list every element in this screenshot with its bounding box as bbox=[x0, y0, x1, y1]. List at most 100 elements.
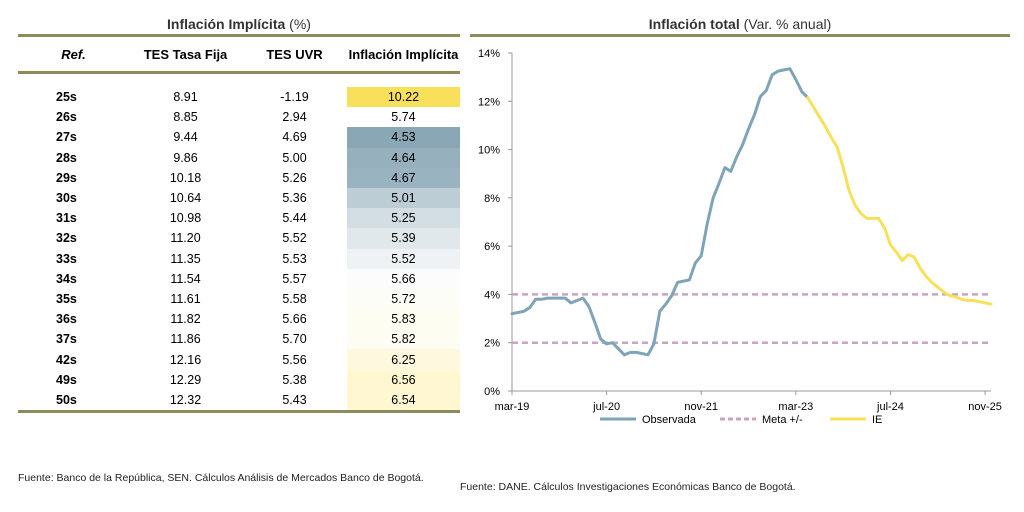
table-cell-tes-fija: 11.54 bbox=[170, 271, 201, 286]
table-row: 32s 11.20 5.52 5.39 bbox=[18, 228, 460, 249]
y-tick-label: 10% bbox=[478, 145, 500, 157]
table-cell-tes-uvr: 5.36 bbox=[282, 191, 307, 206]
table-cell-tes-uvr: 5.70 bbox=[282, 332, 307, 347]
y-tick-label: 2% bbox=[484, 338, 500, 350]
table-top-rule bbox=[18, 34, 460, 37]
table-cell-inflacion: 5.74 bbox=[346, 107, 460, 128]
table-cell-tes-uvr: 5.57 bbox=[282, 271, 307, 286]
x-tick-label: mar-23 bbox=[778, 401, 813, 413]
table-row: 26s 8.85 2.94 5.74 bbox=[18, 107, 460, 128]
legend-label: IE bbox=[872, 414, 882, 426]
table-cell-inflacion: 6.54 bbox=[346, 389, 460, 410]
table-cell-ref: 28s bbox=[56, 150, 77, 165]
inflation-line-chart: 0% 2% 4% 6% 8% 10% 12% 14% mar-19 jul-20 nov-21 mar… bbox=[478, 48, 1002, 426]
table-cell-inflacion: 5.25 bbox=[346, 208, 460, 229]
table-cell-tes-uvr: 5.44 bbox=[282, 211, 307, 226]
header-ref: Ref. bbox=[61, 46, 86, 62]
table-cell-inflacion: 5.01 bbox=[346, 187, 460, 209]
table-cell-tes-uvr: 5.56 bbox=[282, 352, 307, 367]
table-cell-tes-uvr: 2.94 bbox=[282, 110, 307, 125]
x-tick-label: nov-25 bbox=[968, 401, 1002, 413]
table-row: 31s 10.98 5.44 5.25 bbox=[18, 208, 460, 229]
table-source-note: Fuente: Banco de la República, SEN. Cálc… bbox=[18, 472, 424, 484]
table-cell-ref: 31s bbox=[56, 211, 77, 226]
header-tes-fija: TES Tasa Fija bbox=[143, 46, 228, 62]
table-row: 37s 11.86 5.70 5.82 bbox=[18, 329, 460, 350]
table-cell-ref: 32s bbox=[56, 231, 77, 246]
table-cell-tes-uvr: 5.00 bbox=[282, 150, 307, 165]
table-cell-tes-uvr: 4.69 bbox=[282, 130, 307, 145]
table-row: 34s 11.54 5.57 5.66 bbox=[18, 268, 460, 289]
table-cell-ref: 42s bbox=[56, 352, 77, 367]
table-header-rule bbox=[18, 71, 460, 74]
table-cell-ref: 30s bbox=[56, 191, 77, 206]
table-cell-inflacion: 5.83 bbox=[346, 309, 460, 330]
y-tick-label: 0% bbox=[484, 386, 500, 398]
table-cell-tes-fija: 11.20 bbox=[170, 231, 201, 246]
table-cell-tes-uvr: 5.43 bbox=[282, 392, 307, 407]
table-cell-tes-fija: 10.18 bbox=[169, 170, 202, 185]
table-cell-ref: 26s bbox=[56, 110, 77, 125]
table-row: 28s 9.86 5.00 4.64 bbox=[18, 147, 460, 168]
y-tick-label: 8% bbox=[484, 193, 500, 205]
table-row: 36s 11.82 5.66 5.83 bbox=[18, 309, 460, 330]
table-row: 25s 8.91 -1.19 10.22 bbox=[18, 87, 460, 108]
table-cell-ref: 34s bbox=[56, 271, 77, 286]
table-row: 42s 12.16 5.56 6.25 bbox=[18, 349, 460, 370]
table-bottom-rule bbox=[18, 410, 460, 413]
y-tick-label: 6% bbox=[484, 241, 500, 253]
table-cell-inflacion: 5.72 bbox=[346, 288, 460, 310]
table-spacer-row bbox=[18, 74, 460, 87]
legend-label: Meta +/- bbox=[762, 414, 803, 426]
y-tick-label: 4% bbox=[484, 289, 500, 301]
table-row: 30s 10.64 5.36 5.01 bbox=[18, 187, 460, 209]
table-cell-tes-fija: 8.91 bbox=[173, 90, 198, 105]
table-row: 33s 11.35 5.53 5.52 bbox=[18, 248, 460, 269]
table-cell-ref: 35s bbox=[56, 291, 77, 306]
table-row: 27s 9.44 4.69 4.53 bbox=[18, 127, 460, 148]
table-cell-inflacion: 4.67 bbox=[346, 167, 460, 188]
table-cell-tes-uvr: 5.58 bbox=[282, 291, 307, 306]
total-inflation-chart-panel: Inflación total (Var. % anual) 0% 2% 4% 6% 8… bbox=[470, 14, 1010, 426]
table-cell-tes-fija: 12.32 bbox=[169, 392, 202, 407]
table-row: 29s 10.18 5.26 4.67 bbox=[18, 167, 460, 188]
chart-top-rule bbox=[470, 34, 1010, 37]
x-tick-label: jul-20 bbox=[592, 401, 620, 413]
table-cell-ref: 33s bbox=[56, 251, 77, 266]
table-cell-inflacion: 5.82 bbox=[346, 329, 460, 350]
table-row: 35s 11.61 5.58 5.72 bbox=[18, 288, 460, 310]
table-cell-ref: 49s bbox=[56, 372, 77, 387]
table-cell-inflacion: 4.64 bbox=[346, 147, 460, 168]
table-cell-tes-fija: 12.16 bbox=[169, 352, 202, 367]
table-row: 49s 12.29 5.38 6.56 bbox=[18, 369, 460, 390]
table-cell-tes-uvr: 5.38 bbox=[282, 372, 307, 387]
table-cell-ref: 36s bbox=[56, 312, 77, 327]
table-cell-tes-fija: 10.64 bbox=[169, 191, 202, 206]
header-tes-uvr: TES UVR bbox=[266, 46, 323, 62]
table-cell-tes-fija: 11.61 bbox=[170, 291, 201, 306]
y-tick-label: 12% bbox=[478, 96, 500, 108]
table-cell-inflacion: 5.66 bbox=[346, 268, 460, 289]
table-cell-inflacion: 5.52 bbox=[346, 248, 460, 269]
table-cell-ref: 29s bbox=[56, 170, 77, 185]
chart-title: Inflación total (Var. % anual) bbox=[648, 16, 832, 32]
table-cell-tes-uvr: 5.26 bbox=[282, 170, 307, 185]
series-line-ie bbox=[806, 96, 993, 306]
header-inflacion: Inflación Implícita bbox=[348, 46, 459, 62]
table-cell-tes-uvr: 5.52 bbox=[282, 231, 307, 246]
table-cell-ref: 50s bbox=[56, 392, 77, 407]
table-cell-tes-uvr: -1.19 bbox=[280, 90, 309, 105]
legend-label: Observada bbox=[642, 414, 697, 426]
table-cell-tes-fija: 9.86 bbox=[173, 150, 198, 165]
x-tick-label: jul-24 bbox=[876, 401, 904, 413]
table-title: Inflación Implícita (%) bbox=[167, 16, 311, 32]
table-cell-inflacion: 6.56 bbox=[346, 369, 460, 390]
chart-source-note: Fuente: DANE. Cálculos Investigaciones E… bbox=[460, 481, 796, 493]
table-cell-ref: 27s bbox=[56, 130, 77, 145]
table-cell-tes-fija: 11.82 bbox=[170, 312, 201, 327]
x-tick-label: mar-19 bbox=[495, 401, 530, 413]
table-cell-inflacion: 10.22 bbox=[346, 87, 460, 108]
x-tick-label: nov-21 bbox=[684, 401, 718, 413]
table-cell-ref: 37s bbox=[56, 332, 77, 347]
table-cell-inflacion: 6.25 bbox=[346, 349, 460, 370]
